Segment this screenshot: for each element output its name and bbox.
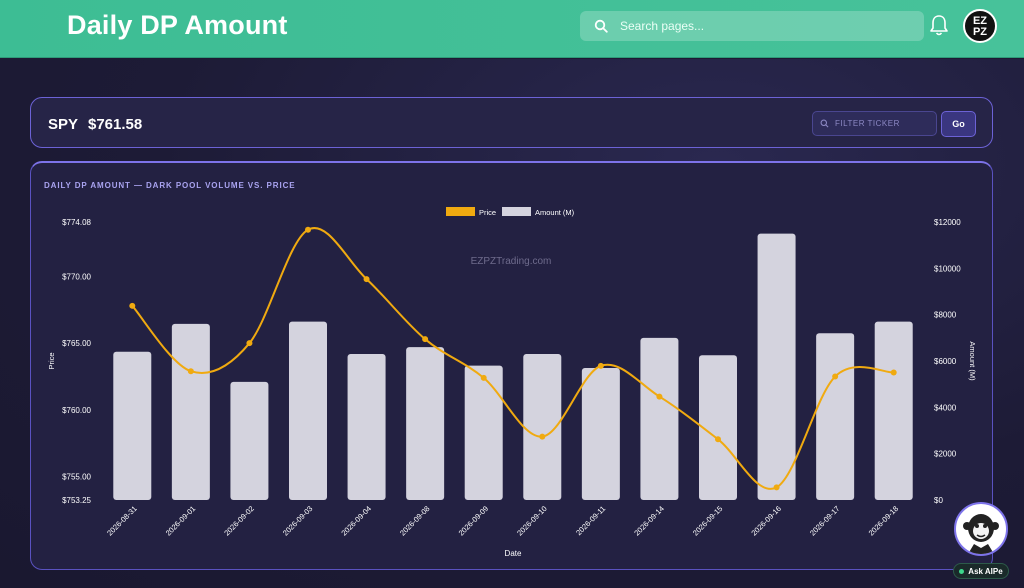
amount-bar [230, 381, 269, 500]
y2-tick-label: $4000 [934, 403, 957, 412]
price-point [246, 340, 253, 347]
search-input[interactable] [620, 19, 910, 33]
price-point [656, 393, 663, 400]
price-point [832, 373, 839, 380]
chart-title: DAILY DP AMOUNT — DARK POOL VOLUME VS. P… [44, 181, 296, 190]
go-button[interactable]: Go [941, 111, 976, 137]
monkey-mascot-icon [963, 514, 999, 554]
price-point [187, 368, 194, 375]
price-point [715, 436, 721, 443]
x-tick-label: 2026-09-03 [281, 504, 314, 537]
ticker-card: SPY $761.58 Go [30, 97, 993, 148]
x-tick-label: 2026-09-10 [515, 504, 548, 537]
x-tick-label: 2026-09-04 [339, 504, 372, 537]
price-point [363, 276, 370, 283]
amount-bar [874, 321, 913, 500]
amount-bar [699, 355, 737, 500]
ask-ai-widget[interactable]: Ask AIPe [951, 502, 1011, 579]
price-point [305, 226, 311, 233]
y2-tick-label: $6000 [934, 357, 957, 366]
page-title: Daily DP Amount [67, 10, 288, 40]
price-point [773, 484, 780, 491]
amount-bar [816, 333, 855, 500]
amount-bar [581, 367, 620, 500]
search-bar[interactable] [580, 11, 924, 41]
y2-tick-label: $0 [934, 496, 943, 505]
amount-bar [757, 233, 796, 500]
search-icon [820, 119, 829, 128]
x-tick-label: 2026-09-17 [808, 504, 841, 537]
chart-watermark: EZPZTrading.com [471, 256, 552, 267]
x-tick-label: 2026-09-14 [632, 504, 665, 537]
y2-tick-label: $12000 [934, 218, 961, 227]
amount-bar [406, 347, 445, 500]
ai-mascot-avatar[interactable] [954, 502, 1008, 556]
search-icon [594, 19, 608, 33]
amount-bar [171, 323, 210, 500]
dp-chart: EZPZTrading.com Price Amount (M) $774.08 $77… [47, 207, 977, 558]
y-axis-title: Price [47, 352, 56, 369]
price-point [480, 374, 487, 381]
x-tick-label: 2026-09-15 [691, 504, 724, 537]
ask-ai-button[interactable]: Ask AIPe [953, 563, 1009, 579]
notification-bell-icon[interactable] [929, 14, 949, 36]
x-tick-label: 2026-09-11 [574, 504, 607, 537]
y2-tick-label: $2000 [934, 450, 957, 459]
legend-amount-label: Amount (M) [535, 208, 575, 217]
x-tick-label: 2026-09-02 [222, 504, 255, 537]
user-avatar[interactable]: EZ PZ [963, 9, 997, 43]
ask-ai-label: Ask AIPe [968, 566, 1003, 576]
price-point [597, 362, 604, 369]
price-point [539, 433, 546, 440]
y-tick-label: $755.00 [62, 473, 91, 482]
x-tick-label: 2026-09-08 [398, 504, 431, 537]
y-tick-label: $765.00 [62, 339, 91, 348]
legend-price-swatch [446, 207, 475, 216]
x-tick-label: 2026-08-31 [105, 504, 138, 537]
x-axis-title: Date [505, 549, 522, 558]
amount-bar [523, 354, 562, 500]
chart-card: DAILY DP AMOUNT — DARK POOL VOLUME VS. P… [30, 161, 993, 570]
legend-price-label: Price [479, 208, 496, 217]
x-tick-label: 2026-09-01 [164, 504, 197, 537]
amount-bar [464, 365, 503, 500]
price-point [890, 369, 897, 376]
y-tick-label: $774.08 [62, 218, 91, 227]
legend-amount-swatch [502, 207, 531, 216]
filter-ticker-input[interactable] [835, 119, 935, 128]
x-tick-label: 2026-09-16 [749, 504, 782, 537]
ticker-price: $761.58 [88, 116, 143, 133]
y-tick-label: $753.25 [62, 496, 91, 505]
online-status-dot [959, 568, 965, 574]
x-tick-label: 2026-09-09 [457, 504, 490, 537]
y2-tick-label: $8000 [934, 311, 957, 320]
y-tick-label: $760.00 [62, 406, 91, 415]
amount-bar [347, 354, 386, 500]
top-header: Daily DP Amount EZ PZ [0, 0, 1024, 58]
amount-bar [113, 351, 152, 500]
price-point [422, 336, 429, 343]
ticker-symbol: SPY [48, 116, 79, 133]
amount-bar [640, 337, 679, 500]
avatar-text-top: EZ [972, 15, 988, 27]
x-tick-label: 2026-09-18 [867, 504, 900, 537]
price-point [129, 302, 136, 309]
y2-tick-label: $10000 [934, 264, 961, 273]
filter-ticker-field[interactable] [812, 111, 937, 136]
avatar-text-bottom: PZ [972, 26, 988, 38]
y2-axis-title: Amount (M) [968, 341, 977, 381]
y-tick-label: $770.00 [62, 272, 91, 281]
amount-bar [289, 321, 327, 500]
